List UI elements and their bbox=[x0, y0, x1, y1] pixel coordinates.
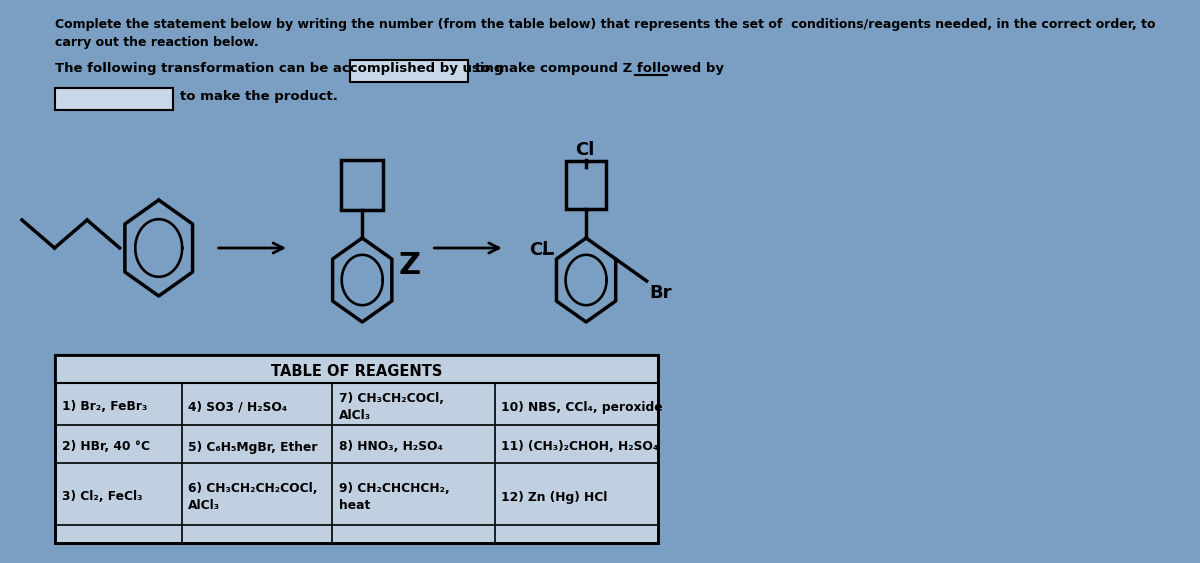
Text: Br: Br bbox=[649, 284, 672, 302]
Text: 7) CH₃CH₂COCl,
AlCl₃: 7) CH₃CH₂COCl, AlCl₃ bbox=[338, 392, 444, 422]
Text: 2) HBr, 40 °C: 2) HBr, 40 °C bbox=[62, 440, 150, 454]
Text: carry out the reaction below.: carry out the reaction below. bbox=[55, 36, 259, 49]
Text: TABLE OF REAGENTS: TABLE OF REAGENTS bbox=[271, 364, 443, 378]
Bar bbox=[55, 355, 658, 543]
Text: Z: Z bbox=[398, 251, 421, 279]
Text: 9) CH₂CHCHCH₂,
heat: 9) CH₂CHCHCH₂, heat bbox=[338, 482, 449, 512]
Bar bbox=[55, 355, 658, 383]
Text: 6) CH₃CH₂CH₂COCl,
AlCl₃: 6) CH₃CH₂CH₂COCl, AlCl₃ bbox=[188, 482, 318, 512]
Text: 8) HNO₃, H₂SO₄: 8) HNO₃, H₂SO₄ bbox=[338, 440, 443, 454]
Text: 12) Zn (Hg) HCl: 12) Zn (Hg) HCl bbox=[502, 490, 607, 503]
Text: 4) SO3 / H₂SO₄: 4) SO3 / H₂SO₄ bbox=[188, 400, 287, 413]
Bar bbox=[55, 355, 658, 543]
Text: to make the product.: to make the product. bbox=[180, 90, 337, 103]
Text: Cl: Cl bbox=[529, 241, 548, 259]
Text: 3) Cl₂, FeCl₃: 3) Cl₂, FeCl₃ bbox=[62, 490, 143, 503]
Text: 1) Br₂, FeBr₃: 1) Br₂, FeBr₃ bbox=[62, 400, 148, 413]
Bar bbox=[565, 161, 606, 209]
Text: Complete the statement below by writing the number (from the table below) that r: Complete the statement below by writing … bbox=[55, 18, 1156, 31]
Text: 10) NBS, CCl₄, peroxide: 10) NBS, CCl₄, peroxide bbox=[502, 400, 664, 413]
Bar bbox=[350, 60, 468, 82]
Text: to make compound Z followed by: to make compound Z followed by bbox=[474, 62, 724, 75]
Text: Cl: Cl bbox=[576, 141, 595, 159]
Text: The following transformation can be accomplished by using: The following transformation can be acco… bbox=[55, 62, 504, 75]
Text: 5) C₆H₅MgBr, Ether: 5) C₆H₅MgBr, Ether bbox=[188, 440, 318, 454]
Text: 11) (CH₃)₂CHOH, H₂SO₄: 11) (CH₃)₂CHOH, H₂SO₄ bbox=[502, 440, 659, 454]
Bar bbox=[55, 88, 173, 110]
Bar bbox=[341, 160, 383, 210]
